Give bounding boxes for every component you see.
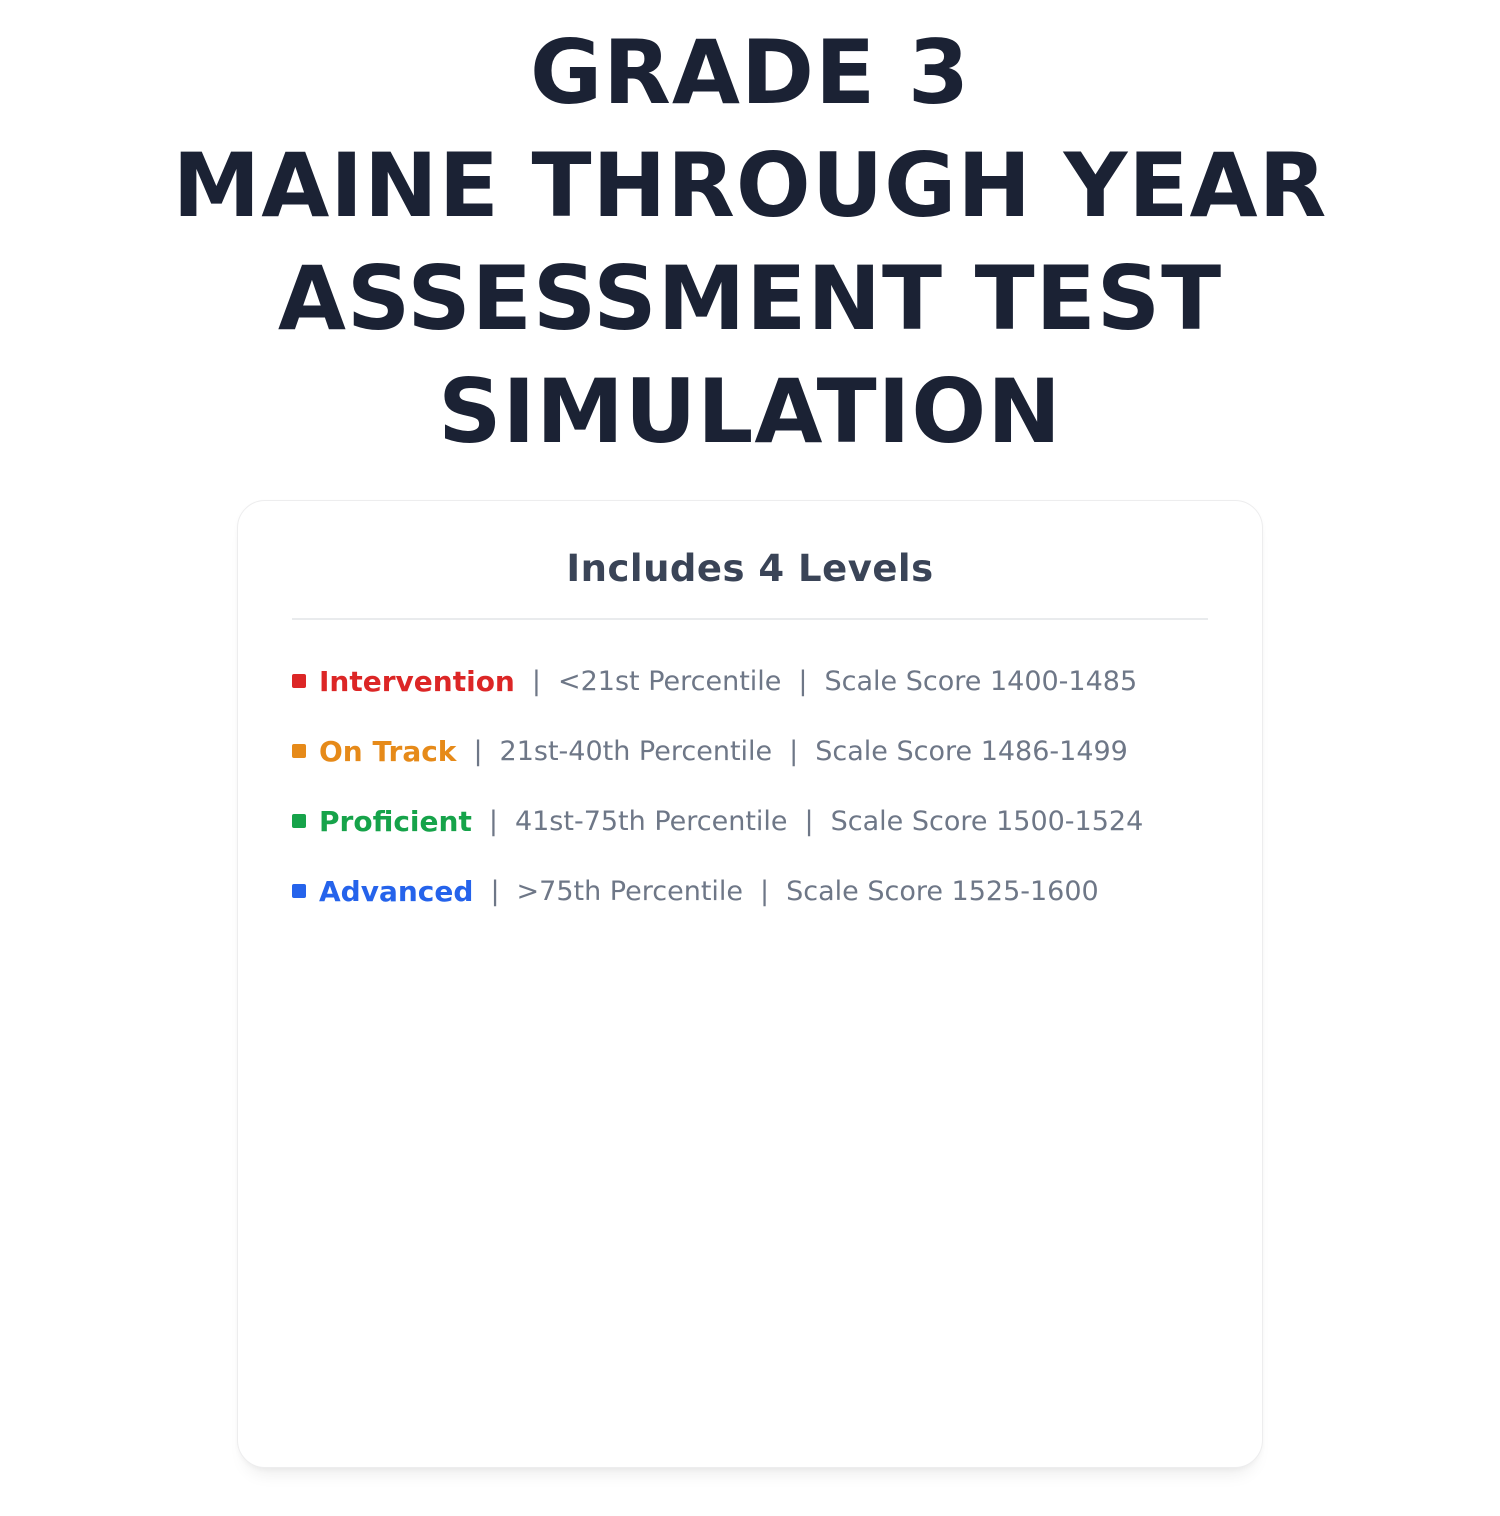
- pipe-separator: |: [488, 805, 498, 837]
- orange-square-icon: [292, 744, 306, 758]
- page-title-line: GRADE 3: [529, 21, 971, 124]
- pipe-separator: |: [789, 735, 799, 767]
- level-row-intervention: Intervention | <21st Percentile | Scale …: [292, 646, 1208, 716]
- level-scale-score: Scale Score 1486-1499: [815, 735, 1128, 767]
- level-percentile: 41st-75th Percentile: [514, 805, 788, 837]
- levels-card: Includes 4 Levels Intervention | <21st P…: [237, 500, 1263, 1468]
- pipe-separator: |: [804, 805, 814, 837]
- levels-list: Intervention | <21st Percentile | Scale …: [292, 646, 1208, 926]
- card-heading: Includes 4 Levels: [566, 547, 934, 590]
- level-scale-score: Scale Score 1500-1524: [830, 805, 1144, 837]
- page-title-line: MAINE THROUGH YEAR: [172, 134, 1328, 237]
- pipe-separator: |: [798, 665, 808, 697]
- level-percentile: >75th Percentile: [516, 875, 744, 907]
- level-label: Advanced: [319, 874, 474, 908]
- page-title-line: ASSESSMENT TEST: [277, 247, 1223, 350]
- page-title: GRADE 3 MAINE THROUGH YEAR ASSESSMENT TE…: [0, 16, 1500, 468]
- divider: [292, 618, 1208, 620]
- page-title-line: SIMULATION: [438, 360, 1062, 463]
- level-scale-score: Scale Score 1400-1485: [824, 665, 1138, 697]
- pipe-separator: |: [760, 875, 770, 907]
- page: GRADE 3 MAINE THROUGH YEAR ASSESSMENT TE…: [0, 16, 1500, 1468]
- pipe-separator: |: [473, 735, 483, 767]
- level-percentile: <21st Percentile: [557, 665, 782, 697]
- red-square-icon: [292, 674, 306, 688]
- pipe-separator: |: [490, 875, 500, 907]
- green-square-icon: [292, 814, 306, 828]
- blue-square-icon: [292, 884, 306, 898]
- level-scale-score: Scale Score 1525-1600: [786, 875, 1099, 907]
- level-label: Proficient: [319, 804, 472, 838]
- level-row-proficient: Proficient | 41st-75th Percentile | Scal…: [292, 786, 1208, 856]
- level-label: On Track: [319, 734, 457, 768]
- level-percentile: 21st-40th Percentile: [499, 735, 773, 767]
- level-row-advanced: Advanced | >75th Percentile | Scale Scor…: [292, 856, 1208, 926]
- level-label: Intervention: [319, 664, 515, 698]
- pipe-separator: |: [531, 665, 541, 697]
- level-row-on-track: On Track | 21st-40th Percentile | Scale …: [292, 716, 1208, 786]
